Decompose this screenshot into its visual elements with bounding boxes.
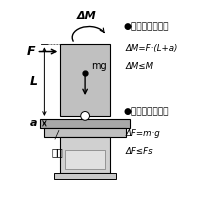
Bar [60, 137, 110, 173]
Text: ΔF≤Fs: ΔF≤Fs [126, 147, 153, 156]
Bar [60, 44, 110, 116]
Text: L: L [29, 75, 37, 88]
Bar [40, 119, 130, 128]
Text: ΔF=m·g: ΔF=m·g [126, 129, 161, 138]
Text: ΔM=F·(L+a): ΔM=F·(L+a) [126, 44, 178, 53]
Circle shape [81, 112, 89, 120]
Bar [44, 128, 126, 137]
Text: F: F [26, 45, 35, 58]
Text: ΔM: ΔM [77, 11, 97, 21]
Bar [54, 173, 116, 179]
Bar [65, 150, 105, 169]
Text: 支点: 支点 [52, 148, 64, 158]
Text: ΔM≤M: ΔM≤M [126, 62, 154, 71]
Text: ●負荷モーメント: ●負荷モーメント [124, 22, 169, 31]
Text: a: a [30, 118, 37, 128]
Text: ●アキシアル荷重: ●アキシアル荷重 [124, 107, 169, 116]
Text: mg: mg [91, 61, 107, 71]
